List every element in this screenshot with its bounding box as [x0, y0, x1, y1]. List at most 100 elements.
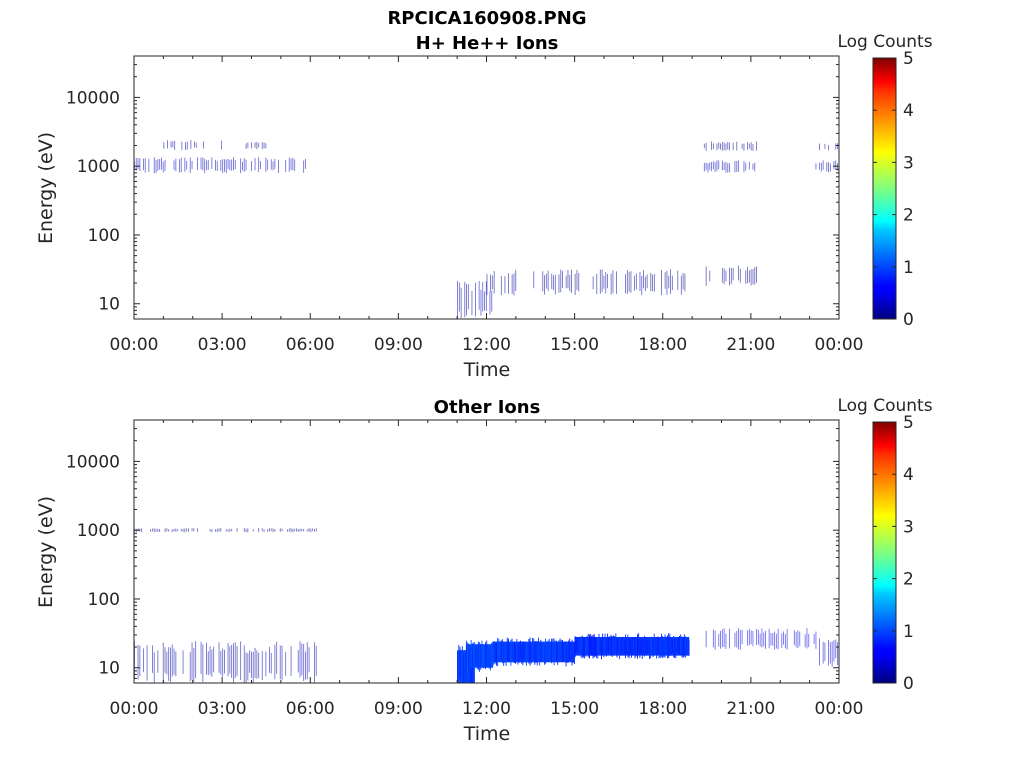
spectrogram-mark [498, 638, 500, 661]
spectrogram-mark [748, 628, 750, 646]
spectrogram-mark [251, 161, 252, 172]
spectrogram-mark [736, 141, 738, 151]
spectrogram-mark [705, 630, 707, 648]
spectrogram-mark [135, 157, 137, 171]
spectrogram-mark [193, 647, 195, 682]
spectrogram-mark [574, 643, 575, 664]
spectrogram-mark [551, 638, 553, 664]
colorbar-tick-label: 1 [903, 622, 914, 642]
spectrogram-mark [260, 161, 261, 169]
spectrogram-mark [535, 640, 537, 663]
spectrogram-mark [763, 632, 765, 647]
spectrogram-mark [265, 143, 267, 149]
spectrogram-mark [472, 654, 474, 683]
spectrogram-mark [714, 162, 716, 172]
spectrogram-mark [646, 640, 648, 654]
spectrogram-mark [272, 528, 274, 533]
spectrogram-mark [197, 157, 198, 171]
spectrogram-mark [725, 162, 727, 173]
spectrogram-mark [668, 275, 670, 289]
spectrogram-mark [144, 158, 146, 173]
spectrogram-mark [290, 158, 292, 170]
spectrogram-mark [464, 281, 466, 318]
spectrogram-mark [545, 273, 547, 289]
spectrogram-mark [467, 284, 469, 310]
spectrogram-mark [595, 637, 596, 657]
spectrogram-mark [508, 273, 509, 294]
spectrogram-mark [526, 644, 527, 666]
spectrogram-mark [278, 159, 279, 173]
spectrogram-mark [670, 639, 672, 656]
spectrogram-mark [824, 642, 826, 662]
spectrogram-mark [236, 646, 238, 676]
spectrogram-mark [705, 142, 707, 151]
spectrogram-mark [632, 637, 634, 655]
spectrogram-mark [480, 289, 482, 316]
spectrogram-mark [184, 528, 186, 533]
spectrogram-mark [601, 639, 602, 660]
spectrogram-mark [569, 274, 571, 292]
spectrogram-mark [173, 648, 175, 675]
spectrogram-mark [629, 639, 631, 653]
spectrogram-mark [557, 642, 559, 665]
spectrogram-mark [820, 162, 822, 172]
spectrogram-mark [681, 636, 683, 658]
spectrogram-mark [668, 633, 670, 658]
spectrogram-mark [593, 634, 595, 658]
spectrogram-mark [263, 142, 265, 149]
spectrogram-mark [168, 529, 170, 532]
spectrogram-mark [261, 651, 263, 681]
spectrogram-mark [206, 160, 207, 171]
spectrogram-mark [703, 143, 705, 149]
spectrogram-mark [703, 162, 705, 172]
spectrogram-mark [491, 643, 492, 666]
spectrogram-mark [548, 638, 550, 661]
spectrogram-mark [616, 271, 617, 294]
spectrogram-mark [161, 157, 162, 170]
spectrogram-mark [482, 282, 484, 312]
spectrogram-mark [730, 268, 732, 284]
spectrogram-mark [261, 528, 263, 532]
spectrogram-mark [303, 643, 305, 681]
spectrogram-data [134, 528, 839, 683]
colorbar-tick-label: 3 [903, 517, 914, 537]
spectrogram-mark [641, 638, 643, 659]
spectrogram-mark [774, 631, 775, 650]
spectrogram-mark [155, 160, 157, 173]
spectrogram-mark [712, 143, 714, 150]
spectrogram-mark [729, 142, 730, 151]
spectrogram-mark [743, 143, 745, 151]
spectrogram-mark [301, 643, 303, 676]
spectrogram-mark [254, 142, 256, 148]
spectrogram-mark [675, 639, 677, 659]
spectrogram-mark [516, 639, 518, 661]
spectrogram-mark [173, 528, 175, 532]
spectrogram-mark [303, 160, 305, 173]
spectrogram-mark [586, 635, 588, 656]
spectrogram-mark [153, 528, 155, 533]
colorbar-gradient [872, 421, 897, 684]
spectrogram-mark [294, 528, 296, 532]
spectrogram-mark [270, 159, 272, 170]
spectrogram-mark [707, 163, 709, 173]
spectrogram-mark [680, 634, 682, 653]
spectrogram-mark [231, 645, 233, 678]
spectrogram-mark [517, 645, 519, 665]
spectrogram-mark [687, 639, 689, 654]
spectrogram-mark [522, 641, 524, 666]
spectrogram-mark [211, 649, 213, 677]
spectrogram-mark [661, 269, 662, 296]
spectrogram-mark [714, 630, 716, 650]
spectrogram-mark [204, 158, 206, 174]
spectrogram-mark [162, 161, 164, 173]
colorbar-label: Log Counts [837, 396, 932, 416]
spectrogram-mark [683, 634, 685, 657]
spectrogram-mark [153, 157, 155, 174]
colorbar-ticks: 0 1 2 3 4 5 [873, 413, 914, 694]
spectrogram-mark [718, 633, 720, 647]
spectrogram-mark [148, 158, 150, 172]
spectrogram-mark [215, 159, 216, 171]
spectrogram-mark [711, 162, 712, 172]
spectrogram-mark [473, 642, 474, 664]
spectrogram-mark [471, 291, 473, 316]
